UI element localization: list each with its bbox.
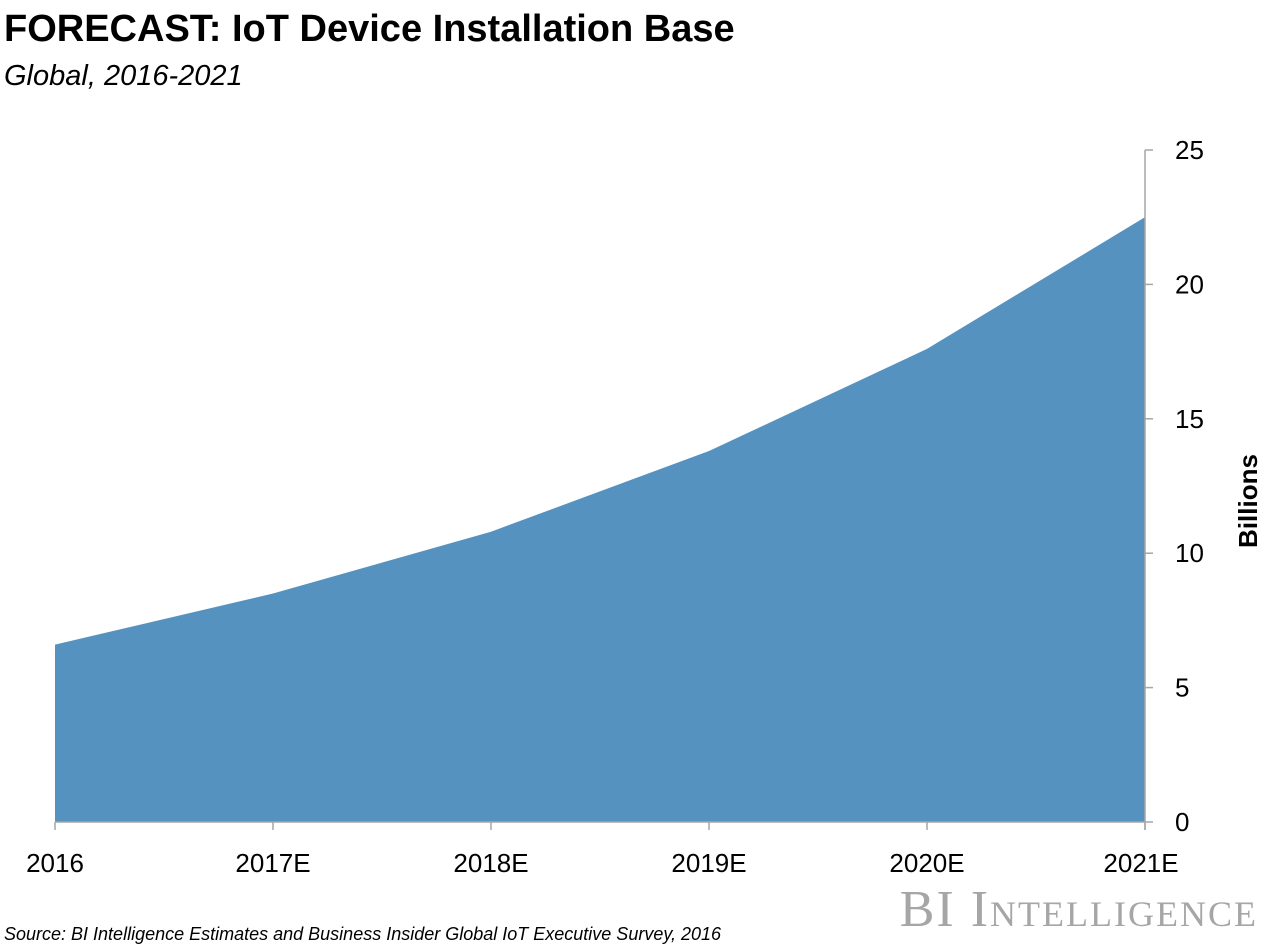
x-tick-label: 2019E <box>671 848 746 878</box>
source-note: Source: BI Intelligence Estimates and Bu… <box>4 924 722 944</box>
x-tick-label: 2020E <box>889 848 964 878</box>
chart-subtitle: Global, 2016-2021 <box>4 60 243 92</box>
y-tick-label: 15 <box>1175 404 1204 434</box>
area-series <box>55 217 1145 822</box>
y-tick-label: 20 <box>1175 269 1204 299</box>
chart-title: FORECAST: IoT Device Installation Base <box>4 8 735 50</box>
x-tick-label: 2021E <box>1103 848 1178 878</box>
y-tick-label: 25 <box>1175 135 1204 165</box>
x-tick-label: 2018E <box>453 848 528 878</box>
x-tick-label: 2016 <box>26 848 84 878</box>
bi-intelligence-logo: BI Intelligence <box>899 881 1258 938</box>
y-axis-label: Billions <box>1233 454 1263 548</box>
y-tick-label: 10 <box>1175 538 1204 568</box>
x-tick-label: 2017E <box>235 848 310 878</box>
y-tick-label: 0 <box>1175 807 1189 837</box>
y-tick-label: 5 <box>1175 673 1189 703</box>
